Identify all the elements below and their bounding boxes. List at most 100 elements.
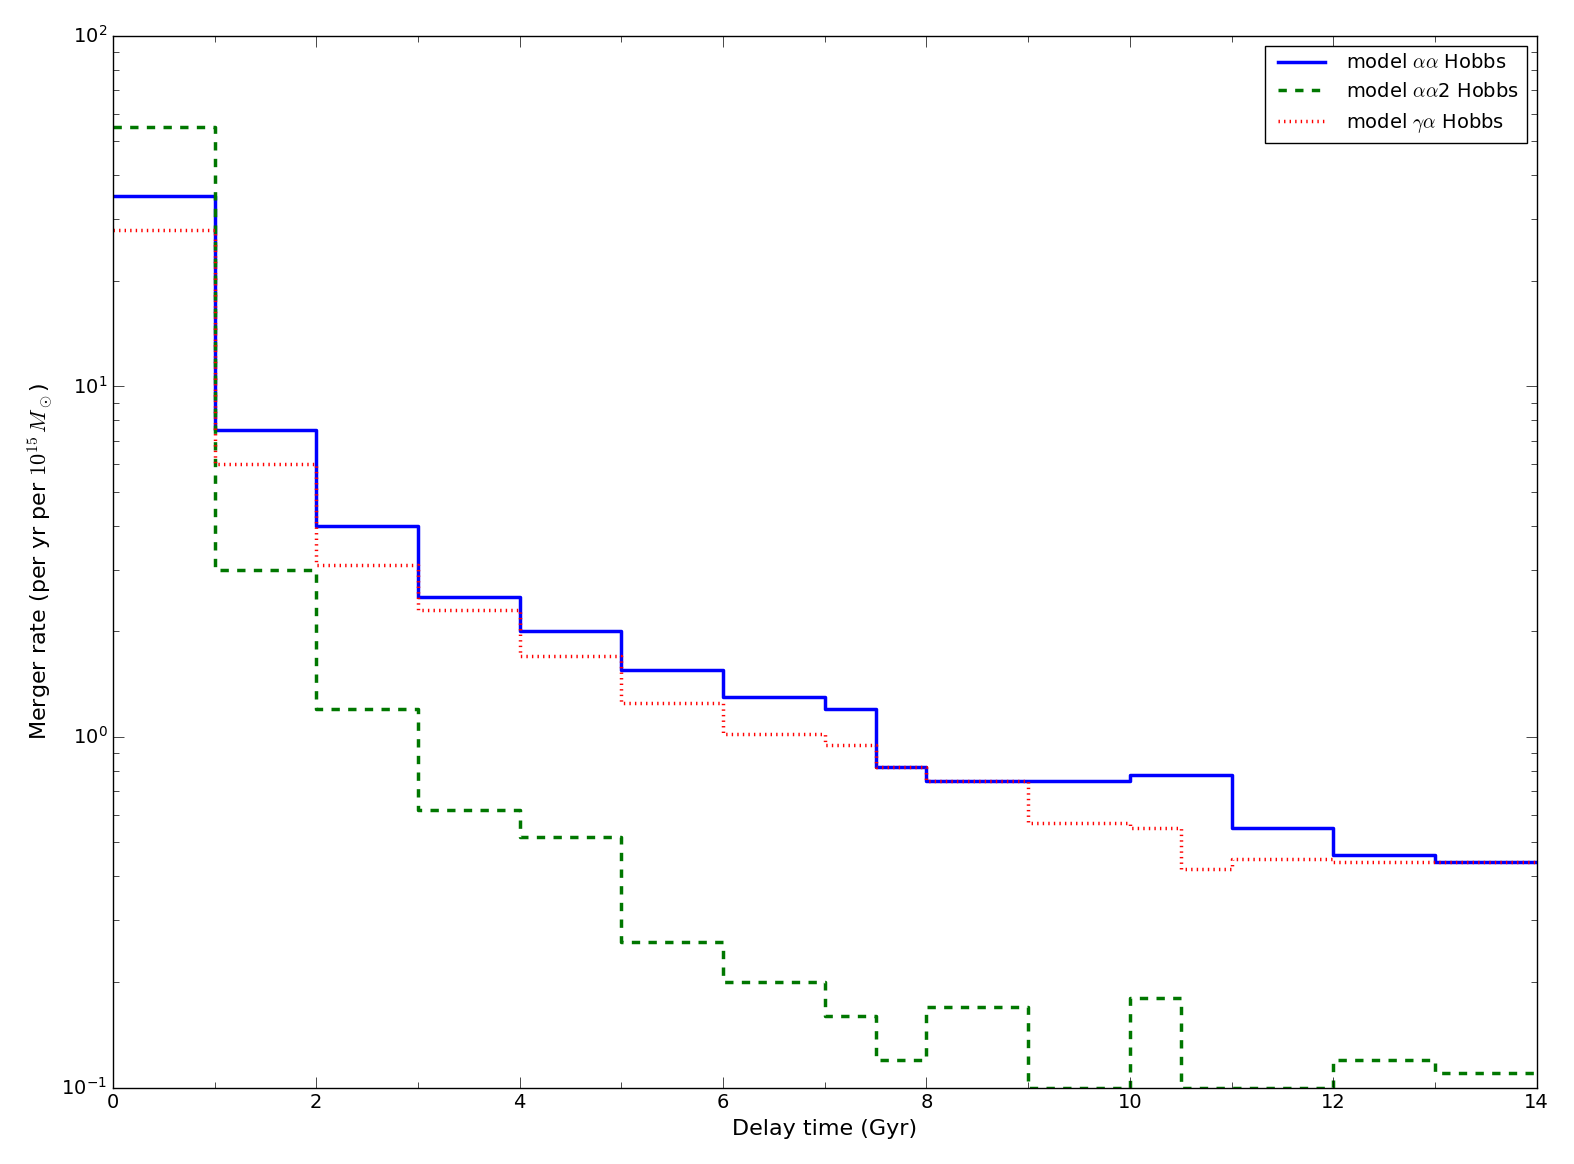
X-axis label: Delay time (Gyr): Delay time (Gyr) bbox=[732, 1119, 918, 1140]
model $\alpha\alpha$2 Hobbs bbox=[918, 1000, 937, 1014]
model $\gamma\alpha$ Hobbs bbox=[1171, 863, 1190, 876]
model $\alpha\alpha$ Hobbs bbox=[1018, 774, 1037, 788]
model $\alpha\alpha$2 Hobbs bbox=[866, 1009, 885, 1023]
model $\alpha\alpha$ Hobbs bbox=[307, 519, 326, 533]
model $\alpha\alpha$2 Hobbs bbox=[1324, 1052, 1343, 1066]
model $\alpha\alpha$ Hobbs bbox=[713, 690, 732, 704]
model $\alpha\alpha$ Hobbs bbox=[104, 189, 123, 203]
model $\alpha\alpha$2 Hobbs bbox=[409, 702, 428, 716]
model $\gamma\alpha$ Hobbs bbox=[866, 738, 885, 752]
model $\alpha\alpha$2 Hobbs bbox=[612, 935, 631, 949]
model $\alpha\alpha$ Hobbs bbox=[1121, 768, 1140, 782]
model $\gamma\alpha$ Hobbs bbox=[815, 738, 834, 752]
model $\alpha\alpha$2 Hobbs bbox=[866, 1052, 885, 1066]
model $\gamma\alpha$ Hobbs bbox=[866, 760, 885, 774]
model $\alpha\alpha$2 Hobbs bbox=[1018, 1080, 1037, 1094]
model $\alpha\alpha$ Hobbs bbox=[1527, 856, 1546, 870]
model $\alpha\alpha$2 Hobbs bbox=[1018, 1000, 1037, 1014]
model $\alpha\alpha$ Hobbs bbox=[205, 424, 224, 438]
model $\gamma\alpha$ Hobbs bbox=[1527, 856, 1546, 870]
model $\alpha\alpha$2 Hobbs bbox=[713, 975, 732, 989]
model $\gamma\alpha$ Hobbs bbox=[713, 696, 732, 710]
model $\alpha\alpha$ Hobbs bbox=[918, 774, 937, 788]
model $\alpha\alpha$2 Hobbs bbox=[1324, 1080, 1343, 1094]
model $\gamma\alpha$ Hobbs bbox=[612, 650, 631, 663]
model $\gamma\alpha$ Hobbs bbox=[1018, 774, 1037, 788]
model $\gamma\alpha$ Hobbs bbox=[205, 457, 224, 471]
model $\gamma\alpha$ Hobbs bbox=[713, 728, 732, 741]
model $\alpha\alpha$2 Hobbs bbox=[205, 562, 224, 576]
model $\alpha\alpha$2 Hobbs bbox=[1426, 1052, 1445, 1066]
model $\alpha\alpha$ Hobbs bbox=[1121, 774, 1140, 788]
model $\alpha\alpha$ Hobbs bbox=[1171, 768, 1190, 782]
model $\alpha\alpha$ Hobbs bbox=[815, 690, 834, 704]
model $\gamma\alpha$ Hobbs bbox=[1324, 852, 1343, 866]
model $\alpha\alpha$ Hobbs bbox=[205, 189, 224, 203]
model $\alpha\alpha$ Hobbs bbox=[510, 624, 529, 638]
model $\alpha\alpha$2 Hobbs bbox=[1527, 1066, 1546, 1080]
model $\gamma\alpha$ Hobbs bbox=[1121, 821, 1140, 835]
model $\alpha\alpha$ Hobbs bbox=[1426, 856, 1445, 870]
model $\gamma\alpha$ Hobbs bbox=[510, 603, 529, 617]
model $\alpha\alpha$2 Hobbs bbox=[1171, 991, 1190, 1005]
model $\gamma\alpha$ Hobbs bbox=[1171, 821, 1190, 835]
model $\alpha\alpha$ Hobbs bbox=[612, 663, 631, 677]
model $\gamma\alpha$ Hobbs bbox=[815, 728, 834, 741]
model $\gamma\alpha$ Hobbs bbox=[612, 696, 631, 710]
model $\alpha\alpha$2 Hobbs bbox=[1221, 1080, 1240, 1094]
model $\gamma\alpha$ Hobbs bbox=[1426, 856, 1445, 870]
model $\gamma\alpha$ Hobbs bbox=[510, 650, 529, 663]
model $\alpha\alpha$ Hobbs bbox=[815, 702, 834, 716]
model $\gamma\alpha$ Hobbs bbox=[104, 222, 123, 236]
Line: model $\alpha\alpha$ Hobbs: model $\alpha\alpha$ Hobbs bbox=[113, 196, 1536, 863]
model $\gamma\alpha$ Hobbs bbox=[1018, 816, 1037, 830]
model $\alpha\alpha$2 Hobbs bbox=[1426, 1066, 1445, 1080]
model $\gamma\alpha$ Hobbs bbox=[205, 222, 224, 236]
model $\gamma\alpha$ Hobbs bbox=[307, 558, 326, 572]
model $\alpha\alpha$2 Hobbs bbox=[205, 120, 224, 134]
model $\alpha\alpha$2 Hobbs bbox=[1121, 991, 1140, 1005]
model $\alpha\alpha$2 Hobbs bbox=[1121, 1080, 1140, 1094]
model $\alpha\alpha$ Hobbs bbox=[1018, 774, 1037, 788]
model $\alpha\alpha$ Hobbs bbox=[612, 624, 631, 638]
Line: model $\alpha\alpha$2 Hobbs: model $\alpha\alpha$2 Hobbs bbox=[113, 127, 1536, 1087]
Y-axis label: Merger rate (per yr per $10^{15}\,M_\odot$): Merger rate (per yr per $10^{15}\,M_\odo… bbox=[25, 383, 55, 740]
model $\alpha\alpha$ Hobbs bbox=[1324, 821, 1343, 835]
model $\alpha\alpha$ Hobbs bbox=[409, 590, 428, 604]
model $\alpha\alpha$2 Hobbs bbox=[815, 975, 834, 989]
model $\alpha\alpha$ Hobbs bbox=[307, 424, 326, 438]
model $\alpha\alpha$ Hobbs bbox=[1221, 821, 1240, 835]
model $\gamma\alpha$ Hobbs bbox=[409, 558, 428, 572]
model $\gamma\alpha$ Hobbs bbox=[409, 603, 428, 617]
model $\gamma\alpha$ Hobbs bbox=[1324, 856, 1343, 870]
model $\alpha\alpha$2 Hobbs bbox=[307, 562, 326, 576]
model $\alpha\alpha$ Hobbs bbox=[1426, 849, 1445, 863]
model $\gamma\alpha$ Hobbs bbox=[1221, 852, 1240, 866]
model $\alpha\alpha$ Hobbs bbox=[866, 760, 885, 774]
model $\alpha\alpha$2 Hobbs bbox=[918, 1052, 937, 1066]
Line: model $\gamma\alpha$ Hobbs: model $\gamma\alpha$ Hobbs bbox=[113, 229, 1536, 870]
model $\alpha\alpha$ Hobbs bbox=[918, 760, 937, 774]
model $\alpha\alpha$2 Hobbs bbox=[510, 830, 529, 844]
model $\alpha\alpha$2 Hobbs bbox=[612, 830, 631, 844]
model $\alpha\alpha$2 Hobbs bbox=[104, 120, 123, 134]
model $\alpha\alpha$2 Hobbs bbox=[815, 1009, 834, 1023]
Legend: model $\alpha\alpha$ Hobbs, model $\alpha\alpha$2 Hobbs, model $\gamma\alpha$ Ho: model $\alpha\alpha$ Hobbs, model $\alph… bbox=[1264, 45, 1527, 143]
model $\alpha\alpha$ Hobbs bbox=[1171, 768, 1190, 782]
model $\alpha\alpha$ Hobbs bbox=[713, 663, 732, 677]
model $\alpha\alpha$2 Hobbs bbox=[307, 702, 326, 716]
model $\alpha\alpha$ Hobbs bbox=[866, 702, 885, 716]
model $\alpha\alpha$ Hobbs bbox=[1324, 849, 1343, 863]
model $\gamma\alpha$ Hobbs bbox=[918, 760, 937, 774]
model $\alpha\alpha$ Hobbs bbox=[510, 590, 529, 604]
model $\gamma\alpha$ Hobbs bbox=[1221, 863, 1240, 876]
model $\alpha\alpha$2 Hobbs bbox=[1221, 1080, 1240, 1094]
model $\alpha\alpha$ Hobbs bbox=[1221, 768, 1240, 782]
model $\alpha\alpha$2 Hobbs bbox=[510, 803, 529, 817]
model $\alpha\alpha$2 Hobbs bbox=[1171, 1080, 1190, 1094]
model $\gamma\alpha$ Hobbs bbox=[307, 457, 326, 471]
model $\gamma\alpha$ Hobbs bbox=[1121, 816, 1140, 830]
model $\gamma\alpha$ Hobbs bbox=[918, 774, 937, 788]
model $\alpha\alpha$ Hobbs bbox=[409, 519, 428, 533]
model $\gamma\alpha$ Hobbs bbox=[1426, 856, 1445, 870]
